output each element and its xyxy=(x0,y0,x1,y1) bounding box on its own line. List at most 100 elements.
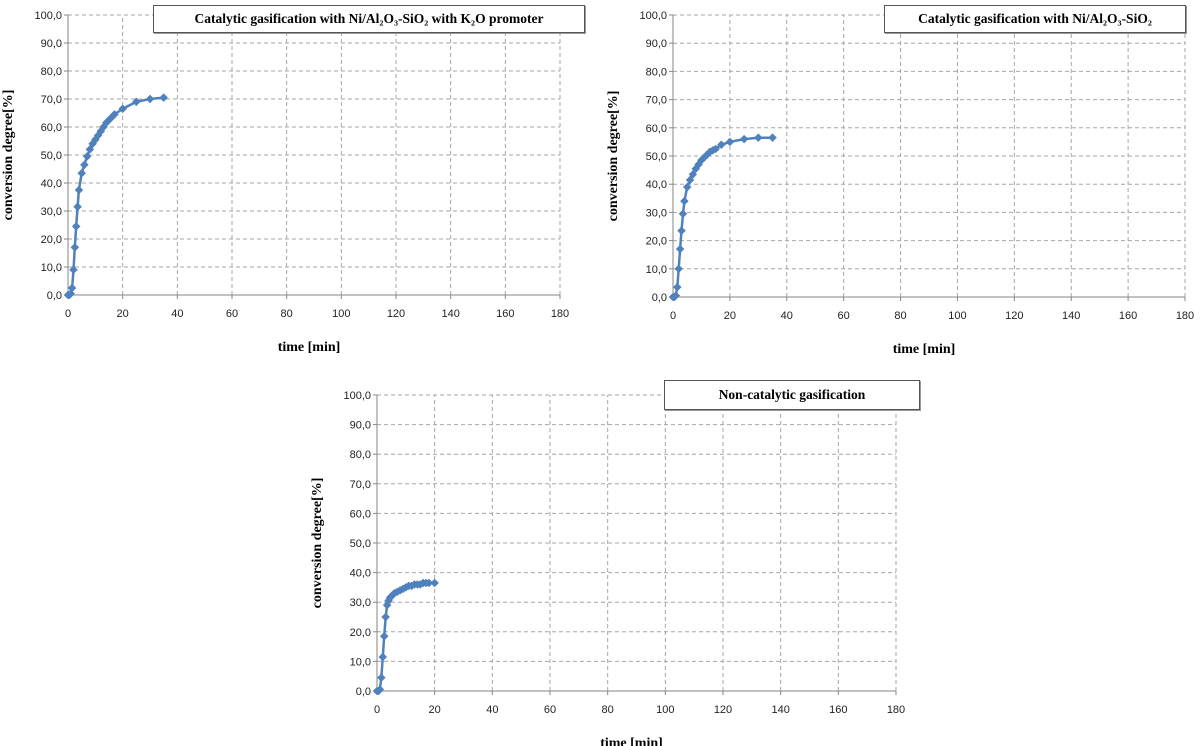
chart-3-x-tick-label: 0 xyxy=(374,704,380,716)
chart-2-x-axis-title: time [min] xyxy=(893,342,956,357)
chart-2-x-tick-label: 100 xyxy=(948,310,966,322)
chart-2-y-tick-label: 50,0 xyxy=(646,151,667,163)
chart-3-y-axis-title: conversion degree[%] xyxy=(310,478,325,609)
chart-3-data-point xyxy=(379,631,389,641)
chart-2-y-axis-title: conversion degree[%] xyxy=(606,91,621,222)
chart-2-y-tick-label: 30,0 xyxy=(646,207,667,219)
chart-1-data-point xyxy=(74,185,84,195)
chart-2-x-tick-label: 140 xyxy=(1062,310,1080,322)
chart-2-x-tick-label: 120 xyxy=(1005,310,1023,322)
chart-3-data-point xyxy=(375,685,385,694)
chart-3-y-tick-label: 80,0 xyxy=(350,449,371,461)
chart-2-x-tick-label: 80 xyxy=(894,310,906,322)
chart-1-x-tick-label: 0 xyxy=(65,308,71,320)
chart-1-x-tick-label: 120 xyxy=(387,308,405,320)
chart-2-data-point xyxy=(675,244,685,254)
chart-2-y-tick-label: 40,0 xyxy=(646,179,667,191)
chart-1-data-point xyxy=(82,152,92,161)
chart-2-series-line xyxy=(673,136,773,299)
chart-2-y-tick-label: 60,0 xyxy=(646,123,667,135)
chart-3-data-point xyxy=(424,578,434,588)
chart-2-data-point xyxy=(682,182,692,192)
chart-1-x-tick-label: 80 xyxy=(281,308,293,320)
chart-1-y-tick-label: 50,0 xyxy=(41,150,62,162)
chart-3-data-point xyxy=(376,673,386,683)
chart-1-y-tick-label: 0,0 xyxy=(47,290,62,302)
chart-panel-3: 0,0 10,0 20,0 30,0 40,0 50,0 60,0 70,0 80,0 90,0 1… xyxy=(300,370,920,746)
chart-2-data-point xyxy=(688,169,698,179)
chart-3-svg: 0,0 10,0 20,0 30,0 40,0 50,0 60,0 70,0 80,0 90,0 1… xyxy=(310,390,905,746)
chart-2-data-point xyxy=(674,264,684,274)
chart-1-data-point xyxy=(159,93,169,102)
chart-1-x-tick-label: 140 xyxy=(441,308,459,320)
chart-3-y-tick-label: 60,0 xyxy=(350,508,371,520)
chart-2-y-tick-label: 80,0 xyxy=(646,66,667,78)
chart-3-data-point xyxy=(378,652,388,662)
chart-1-y-axis-title: conversion degree[%] xyxy=(1,90,16,221)
chart-1-y-tick-label: 20,0 xyxy=(41,234,62,246)
chart-2-data-point xyxy=(672,282,682,292)
chart-1-x-tick-label: 100 xyxy=(332,308,350,320)
chart-1-x-tick-label: 40 xyxy=(171,308,183,320)
chart-2-data-point xyxy=(671,291,681,300)
chart-2-x-tick-label: 40 xyxy=(781,310,793,322)
chart-1-data-point xyxy=(70,243,80,252)
chart-1-data-point xyxy=(145,94,155,104)
chart-3-y-tick-label: 50,0 xyxy=(350,538,371,550)
chart-3-legend: Non-catalytic gasification xyxy=(664,380,920,410)
chart-2-x-tick-label: 180 xyxy=(1176,310,1194,322)
chart-3-y-tick-label: 20,0 xyxy=(350,627,371,639)
chart-2-y-tick-label: 20,0 xyxy=(646,236,667,248)
chart-1-data-point xyxy=(71,222,81,231)
chart-1-y-tick-label: 80,0 xyxy=(41,66,62,78)
chart-1-data-point xyxy=(67,283,77,293)
chart-2-data-point xyxy=(739,134,749,144)
chart-3-x-tick-label: 160 xyxy=(829,704,847,716)
chart-2-data-point xyxy=(711,144,721,154)
chart-3-y-tick-label: 30,0 xyxy=(350,597,371,609)
chart-1-svg: 0,0 10,0 20,0 30,0 40,0 50,0 60,0 70,0 80,0 90,0 1… xyxy=(1,10,569,355)
chart-3-x-tick-label: 40 xyxy=(486,704,498,716)
chart-1-data-point xyxy=(110,110,119,119)
chart-3-data-point xyxy=(430,578,440,588)
chart-3-x-tick-label: 100 xyxy=(656,704,674,716)
chart-3-x-tick-label: 180 xyxy=(887,704,905,716)
chart-2-x-tick-label: 160 xyxy=(1119,310,1137,322)
chart-2-x-tick-label: 0 xyxy=(670,310,676,322)
chart-2-legend: Catalytic gasification with Ni/Al₂O₃-SiO… xyxy=(884,5,1186,33)
chart-1-y-tick-label: 100,0 xyxy=(34,10,62,22)
chart-2-y-tick-label: 70,0 xyxy=(646,95,667,107)
chart-3-y-tick-label: 10,0 xyxy=(350,656,371,668)
chart-3-x-tick-label: 60 xyxy=(544,704,556,716)
chart-1-y-tick-label: 90,0 xyxy=(41,38,62,50)
chart-1-x-tick-label: 60 xyxy=(226,308,238,320)
chart-1-data-point xyxy=(77,168,87,178)
chart-2-data-point xyxy=(678,209,688,219)
chart-1-data-point xyxy=(73,202,82,212)
chart-1-legend: Catalytic gasification with Ni/Al₂O₃-SiO… xyxy=(153,5,585,33)
chart-2-data-point xyxy=(677,226,686,236)
chart-2-svg: 0,0 10,0 20,0 30,0 40,0 50,0 60,0 70,0 80,0 90,0 1… xyxy=(606,10,1194,357)
chart-1-x-tick-label: 160 xyxy=(496,308,514,320)
chart-1-data-point xyxy=(69,265,78,275)
chart-2-y-tick-label: 0,0 xyxy=(652,292,667,304)
chart-3-x-tick-label: 120 xyxy=(714,704,732,716)
chart-1-y-tick-label: 40,0 xyxy=(41,178,62,190)
chart-2-data-point xyxy=(685,175,695,185)
chart-panel-2: 0,0 10,0 20,0 30,0 40,0 50,0 60,0 70,0 80,0 90,0 1… xyxy=(600,0,1200,360)
chart-2-y-tick-label: 90,0 xyxy=(646,38,667,50)
chart-2-x-tick-label: 20 xyxy=(724,310,736,322)
chart-2-y-tick-label: 100,0 xyxy=(639,10,667,22)
chart-panel-1: 0,0 10,0 20,0 30,0 40,0 50,0 60,0 70,0 80,0 90,0 1… xyxy=(0,0,590,360)
chart-1-y-tick-label: 60,0 xyxy=(41,122,62,134)
chart-3-x-tick-label: 140 xyxy=(771,704,789,716)
chart-1-x-tick-label: 20 xyxy=(117,308,129,320)
chart-2-data-point xyxy=(768,133,777,143)
chart-1-y-tick-label: 10,0 xyxy=(41,262,62,274)
chart-1-data-point xyxy=(131,97,141,107)
chart-2-data-point xyxy=(753,133,763,143)
chart-3-x-tick-label: 80 xyxy=(602,704,614,716)
chart-2-data-point xyxy=(725,137,735,147)
chart-1-data-point xyxy=(118,104,128,114)
chart-2-x-tick-label: 60 xyxy=(838,310,850,322)
